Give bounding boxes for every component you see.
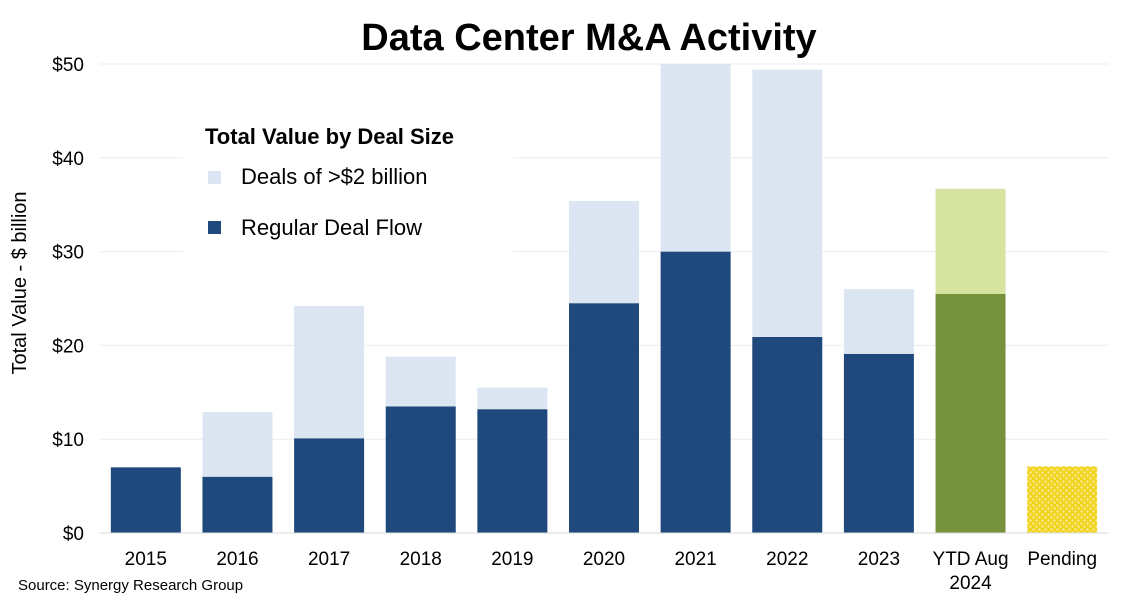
- bar-regular-deal-flow: [660, 251, 731, 533]
- y-tick-label: $30: [52, 243, 84, 264]
- y-axis-ticks: $0 $10 $20 $30 $40 $50: [52, 55, 84, 545]
- y-tick-label: $10: [52, 430, 84, 451]
- legend-title: Total Value by Deal Size: [205, 124, 454, 149]
- y-tick-label: $40: [52, 149, 84, 170]
- bar-regular-deal-flow: [294, 438, 365, 533]
- bar-deals-of-2-billion: [935, 188, 1006, 294]
- bar-regular-deal-flow: [110, 467, 181, 533]
- x-tick-label: 2021: [674, 549, 716, 570]
- bar-deals-of-2-billion: [477, 387, 548, 410]
- legend: Total Value by Deal Size Deals of >$2 bi…: [183, 114, 513, 252]
- bar-deals-of-2-billion: [752, 69, 823, 337]
- legend-label-regular-deal-flow: Regular Deal Flow: [241, 215, 422, 240]
- y-tick-label: $50: [52, 55, 84, 76]
- bar-regular-deal-flow: [935, 293, 1006, 533]
- legend-swatch-deals-over-2b: [208, 171, 221, 184]
- x-tick-label: 2022: [766, 549, 808, 570]
- legend-label-deals-over-2b: Deals of >$2 billion: [241, 164, 428, 189]
- source-note: Source: Synergy Research Group: [18, 577, 243, 594]
- bar-regular-deal-flow: [843, 353, 914, 533]
- bar-regular-deal-flow: [202, 476, 273, 533]
- x-tick-label: 2023: [858, 549, 900, 570]
- bar-regular-deal-flow: [1027, 466, 1098, 533]
- bars: [110, 64, 1098, 533]
- x-tick-label: 2018: [400, 549, 442, 570]
- bar-deals-of-2-billion: [660, 64, 731, 252]
- bar-deals-of-2-billion: [843, 289, 914, 354]
- bar-deals-of-2-billion: [294, 306, 365, 439]
- bar-deals-of-2-billion: [569, 200, 639, 304]
- y-tick-label: $0: [63, 524, 84, 545]
- x-tick-label: Pending: [1027, 549, 1097, 570]
- y-axis-label: Total Value - $ billion: [9, 191, 31, 374]
- bar-regular-deal-flow: [385, 406, 456, 533]
- legend-swatch-regular-deal-flow: [208, 221, 221, 234]
- x-axis-ticks: 2015 2016 2017 2018 2019 2020 2021 2022 2023 YTD …: [125, 549, 1097, 594]
- x-tick-label: YTD Aug 2024: [933, 549, 1009, 594]
- x-tick-label: 2020: [583, 549, 625, 570]
- bar-regular-deal-flow: [569, 303, 639, 533]
- bar-regular-deal-flow: [752, 336, 823, 533]
- x-tick-label: 2017: [308, 549, 350, 570]
- chart-title: Data Center M&A Activity: [361, 17, 816, 59]
- bar-deals-of-2-billion: [202, 411, 273, 477]
- y-tick-label: $20: [52, 336, 84, 357]
- x-tick-label: 2019: [491, 549, 533, 570]
- x-tick-label: 2016: [216, 549, 258, 570]
- legend-background: [183, 114, 513, 252]
- x-tick-label: 2015: [125, 549, 167, 570]
- bar-deals-of-2-billion: [385, 356, 456, 407]
- bar-regular-deal-flow: [477, 409, 548, 533]
